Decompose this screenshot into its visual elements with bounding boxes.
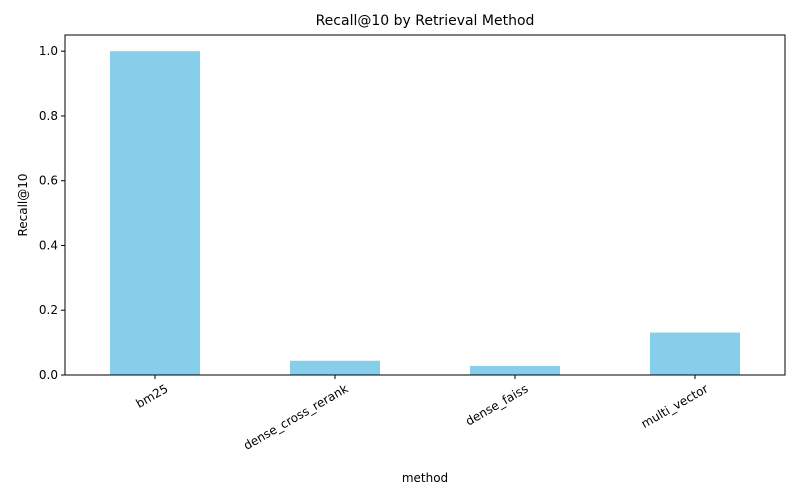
bar-bm25	[110, 51, 200, 375]
bar-dense_cross_rerank	[290, 360, 380, 375]
y-axis-title: Recall@10	[16, 173, 30, 236]
chart-title: Recall@10 by Retrieval Method	[316, 13, 535, 29]
y-tick-label: 1.0	[39, 44, 58, 58]
y-tick-label: 0.2	[39, 303, 58, 317]
bar-dense_faiss	[470, 365, 560, 375]
y-tick-label: 0.0	[39, 368, 58, 382]
x-tick-label: dense_cross_rerank	[241, 381, 350, 452]
x-axis-title: method	[402, 471, 448, 485]
x-tick-label: dense_faiss	[463, 381, 530, 428]
plot-frame	[64, 34, 786, 376]
x-tick-label: bm25	[134, 381, 171, 410]
y-axis: 0.0 0.2 0.4 0.6 0.8 1.0	[39, 44, 65, 382]
bar-multi_vector	[650, 332, 740, 375]
bars-group	[110, 51, 740, 375]
y-tick-label: 0.6	[39, 174, 58, 188]
x-tick-label: multi_vector	[639, 381, 711, 431]
x-axis: bm25 dense_cross_rerank dense_faiss multi_v…	[134, 375, 711, 453]
y-tick-label: 0.4	[39, 238, 58, 252]
y-tick-label: 0.8	[39, 109, 58, 123]
